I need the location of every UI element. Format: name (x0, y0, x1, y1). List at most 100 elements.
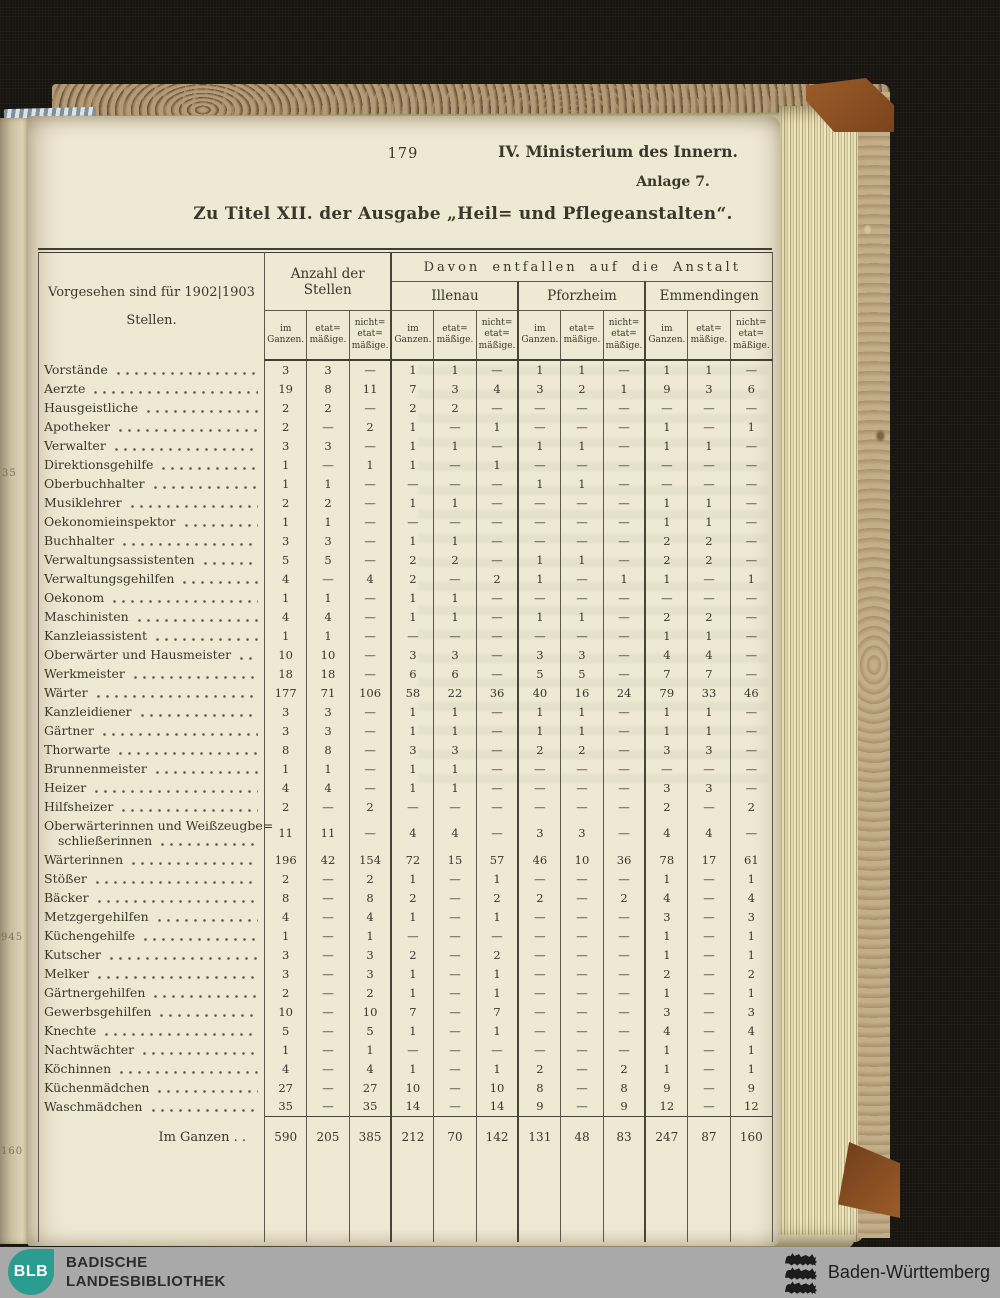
table-row: Buchhalter 3 3—1 1— — — —2 2— (38, 531, 774, 550)
filler-cell (265, 1158, 307, 1242)
cell-value: — (475, 759, 519, 778)
anstalt-header-illenau: Illenau (390, 281, 519, 311)
cell-value: 3 (644, 778, 688, 797)
cell-value: — (729, 702, 774, 721)
cell-value: — (644, 455, 688, 474)
cell-value: 3 (348, 945, 392, 964)
table-row: Maschinisten 4 4—1 1—1 1—2 2— (38, 607, 774, 626)
cell-value: — (475, 398, 519, 417)
cell-value: — (348, 436, 392, 455)
cell-value: 5 (282, 1023, 290, 1038)
cell-value: — (729, 626, 774, 645)
cell-value: 36 (475, 683, 519, 702)
cell-value: 1 (644, 569, 688, 588)
total-label: Im Ganzen . . (38, 1116, 265, 1158)
footer-bar: BLB BADISCHE LANDESBIBLIOTHEK Baden-Würt… (0, 1247, 1000, 1298)
coat-of-arms-icon (784, 1252, 817, 1294)
subcol-header: nicht= etat= mäßige. (475, 310, 519, 361)
cell-value: 1 (602, 379, 646, 398)
cell-value: — (729, 512, 774, 531)
cell-value: 2 (729, 797, 774, 816)
cell-value: — (602, 398, 646, 417)
cell-value: 1 (644, 493, 688, 512)
cell-value: — (729, 455, 774, 474)
cell-value: — (729, 664, 774, 683)
cell-value: — (560, 1040, 604, 1059)
table-row: Hausgeistliche 2 2—2 2— — — — — — — (38, 398, 774, 417)
cell-value: 1 (560, 360, 604, 379)
cell-value: 3 (282, 438, 290, 453)
cell-value: — (602, 759, 646, 778)
cell-value: — (433, 926, 477, 945)
cell-value: — (433, 1059, 477, 1078)
cell-value: — (560, 531, 604, 550)
cell-value: 22 (433, 683, 477, 702)
cell-value: 4 (644, 816, 688, 850)
cell-value: — (517, 778, 561, 797)
cell-value: — (729, 778, 774, 797)
cell-value: 33 (687, 683, 731, 702)
row-label: Stößer (38, 869, 265, 888)
cell-value: 24 (602, 683, 646, 702)
left-page-edge: 35 945 160 (0, 118, 32, 1244)
table-row: Vorstände 3 3—1 1—1 1—1 1— (38, 360, 774, 379)
cell-value: 1 (560, 550, 604, 569)
total-value: 247 (644, 1115, 688, 1158)
cell-value: 58 (390, 683, 434, 702)
table-row: Brunnenmeister 1 1—1 1— — — — — — — (38, 759, 774, 778)
cell-value: 1 (433, 607, 477, 626)
cell-value: — (687, 1078, 731, 1097)
cell-value: 19 (278, 381, 293, 396)
cell-value: 3 (644, 907, 688, 926)
table-row: Gärtner 3 3—1 1—1 1—1 1— (38, 721, 774, 740)
cell-value: — (390, 926, 434, 945)
row-label: Knechte (38, 1021, 265, 1040)
cell-value: 2 (602, 888, 646, 907)
cell-value: — (475, 550, 519, 569)
cell-value: 1 (475, 869, 519, 888)
cell-value: 2 (475, 569, 519, 588)
cell-value: — (560, 398, 604, 417)
cell-value: 4 (729, 1021, 774, 1040)
cell-value: 1 (517, 436, 561, 455)
cell-value: — (517, 759, 561, 778)
cell-value: 1 (433, 436, 477, 455)
table-row: Wärter 177 71 106 58 22 36 40 16 24 79 33 46 (38, 683, 774, 702)
cell-value: — (433, 1078, 477, 1097)
cell-value: 1 (729, 926, 774, 945)
cell-value: 1 (729, 569, 774, 588)
filler-cell (475, 1158, 519, 1242)
table-row: Metzgergehilfen 4—4 1—1— — —3—3 (38, 907, 774, 926)
cell-value: 18 (278, 666, 293, 681)
cell-value: 6 (433, 664, 477, 683)
cell-value: — (687, 945, 731, 964)
total-value: 87 (687, 1115, 731, 1158)
cell-value: — (729, 645, 774, 664)
cell-value: — (560, 778, 604, 797)
cell-value: — (433, 797, 477, 816)
cell-value: 4 (729, 888, 774, 907)
cell-value: 1 (517, 607, 561, 626)
cell-value: 4 (282, 609, 290, 624)
cell-value: 1 (390, 759, 434, 778)
cell-value: — (729, 607, 774, 626)
table-row: Oberwärterinnen und Weißzeugbe= schließer… (38, 816, 774, 850)
cell-value: — (560, 1078, 604, 1097)
row-label: Werkmeister (38, 664, 265, 683)
subcol-header: etat= mäßige. (687, 310, 731, 361)
cell-value: — (729, 398, 774, 417)
cell-value: 3 (282, 947, 290, 962)
cell-value: 12 (644, 1097, 688, 1116)
cell-value: — (517, 926, 561, 945)
cell-value: 4 (433, 816, 477, 850)
cell-value: 8 (282, 890, 290, 905)
filler-cell (306, 1158, 350, 1242)
cell-value: — (687, 398, 731, 417)
cell-value: 1 (729, 869, 774, 888)
cell-value: — (433, 1021, 477, 1040)
cell-value: 2 (644, 531, 688, 550)
cell-value: 3 (687, 379, 731, 398)
cell-value: 79 (644, 683, 688, 702)
cell-value: 3 (306, 721, 350, 740)
cell-value: — (560, 907, 604, 926)
